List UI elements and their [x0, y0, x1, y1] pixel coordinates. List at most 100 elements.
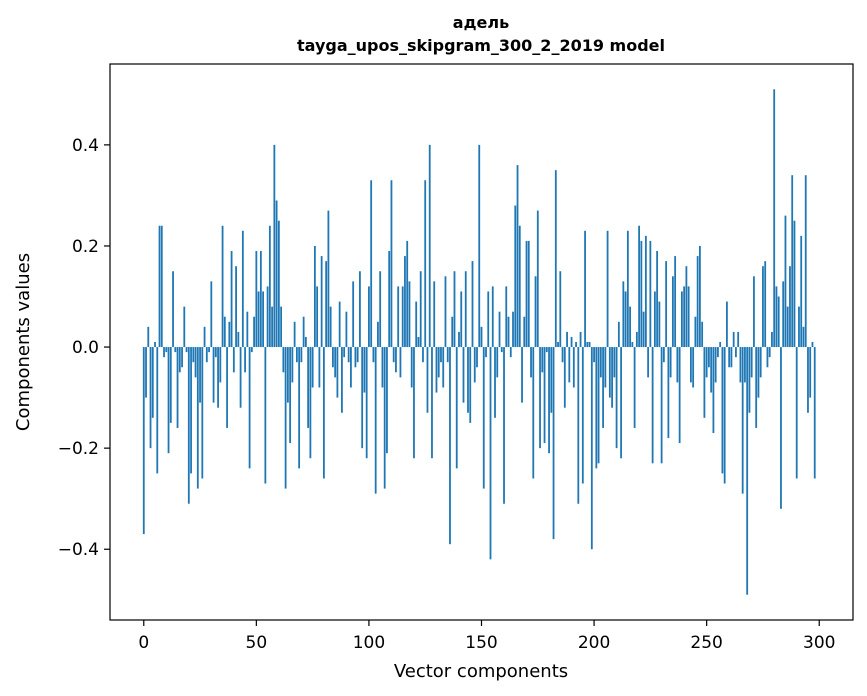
bar-component-134 [444, 276, 447, 348]
bar-component-171 [527, 240, 530, 348]
bar-component-34 [219, 347, 222, 383]
bar-component-207 [608, 347, 611, 398]
bar-component-24 [196, 347, 199, 489]
bar-component-38 [228, 321, 231, 348]
bar-component-15 [176, 347, 179, 428]
bar-component-107 [383, 347, 386, 489]
bar-component-4 [151, 347, 154, 418]
x-axis-ticks: 0 50 100 150 200 250 300 [138, 620, 835, 653]
bar-component-5 [154, 342, 156, 348]
bar-component-223 [644, 235, 647, 348]
bar-component-189 [568, 347, 571, 383]
bar-component-155 [491, 286, 494, 348]
bar-component-33 [217, 347, 219, 408]
bar-component-167 [518, 225, 521, 348]
bar-component-293 [802, 326, 805, 348]
bar-component-197 [586, 342, 589, 348]
bar-component-261 [730, 347, 733, 368]
y-tick-label: −0.2 [58, 439, 99, 459]
bar-component-194 [579, 331, 582, 348]
bar-component-255 [717, 347, 719, 358]
bar-component-136 [449, 347, 451, 545]
bar-component-161 [505, 286, 508, 348]
x-axis-label: Vector components [394, 661, 568, 682]
bar-component-75 [311, 347, 314, 388]
bar-component-186 [561, 347, 564, 363]
bar-component-252 [710, 347, 713, 393]
bar-component-87 [338, 301, 341, 348]
bar-component-120 [413, 347, 415, 459]
bar-component-187 [563, 347, 566, 408]
bar-component-26 [201, 347, 204, 479]
bar-component-97 [361, 347, 364, 449]
bar-component-2 [147, 326, 150, 348]
bar-component-69 [298, 347, 301, 469]
bar-component-256 [719, 342, 722, 348]
bar-component-122 [417, 336, 420, 348]
bar-component-175 [536, 210, 539, 348]
bar-component-169 [523, 316, 526, 348]
bar-component-146 [471, 261, 474, 348]
bar-component-231 [662, 347, 665, 363]
bar-component-100 [368, 286, 370, 348]
bar-component-245 [694, 316, 697, 348]
bar-component-142 [462, 347, 465, 403]
bar-component-78 [318, 347, 321, 388]
bar-component-123 [419, 271, 422, 348]
bar-component-205 [604, 347, 607, 388]
chart-title: адель [453, 13, 509, 32]
bar-component-60 [277, 220, 280, 348]
bar-component-172 [530, 347, 532, 378]
bar-component-234 [669, 347, 672, 378]
bar-component-236 [674, 256, 677, 348]
bar-component-35 [221, 225, 224, 348]
bar-component-10 [165, 347, 168, 353]
bar-component-158 [498, 311, 501, 348]
bar-component-93 [352, 281, 355, 348]
x-tick-label: 300 [803, 633, 835, 653]
bar-component-288 [791, 175, 794, 348]
bar-component-274 [759, 347, 762, 378]
bar-component-11 [167, 347, 170, 454]
bar-component-178 [543, 347, 546, 444]
bar-component-129 [433, 281, 436, 348]
bar-component-159 [500, 347, 503, 353]
bar-component-1 [145, 347, 147, 398]
bar-component-152 [485, 347, 487, 358]
bar-component-270 [750, 347, 753, 378]
x-tick-label: 150 [465, 633, 497, 653]
bar-component-163 [509, 347, 512, 358]
bar-component-253 [712, 347, 715, 433]
bar-component-188 [566, 331, 568, 348]
bar-component-27 [203, 326, 206, 348]
bar-component-203 [599, 347, 602, 378]
bar-component-168 [521, 347, 523, 403]
bar-component-72 [304, 336, 307, 348]
bar-component-45 [244, 347, 246, 373]
bar-component-111 [392, 347, 395, 363]
bar-component-92 [350, 347, 352, 388]
bar-component-13 [172, 271, 174, 348]
bar-component-287 [789, 266, 791, 348]
bar-component-219 [635, 331, 638, 348]
bar-component-220 [638, 225, 641, 348]
bar-component-177 [541, 347, 544, 373]
bar-component-12 [169, 347, 172, 423]
bar-component-18 [183, 306, 186, 348]
bar-component-59 [275, 200, 278, 348]
bar-component-247 [698, 245, 701, 348]
bar-component-182 [552, 347, 555, 540]
x-tick-label: 100 [353, 633, 385, 653]
bar-component-273 [757, 347, 760, 398]
bar-component-249 [703, 347, 706, 418]
bar-component-267 [744, 347, 746, 383]
bar-component-37 [226, 347, 228, 428]
y-tick-label: −0.4 [58, 540, 99, 560]
bar-component-213 [622, 281, 625, 348]
bar-component-153 [487, 291, 490, 348]
bar-component-149 [478, 144, 481, 348]
bar-component-173 [532, 347, 535, 479]
bar-component-160 [503, 347, 505, 504]
bar-component-133 [442, 347, 445, 388]
